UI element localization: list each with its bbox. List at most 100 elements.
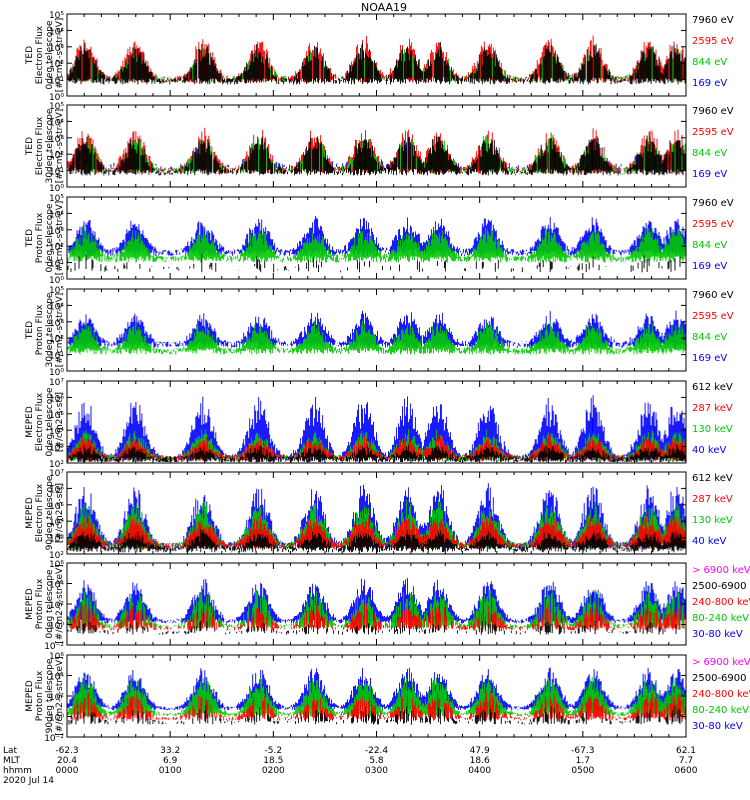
panel-2-legend-entry: 2595 eV xyxy=(692,127,734,138)
panel-8-ytick-label: 10⁶ xyxy=(49,652,64,662)
ephemeris-row-label: MLT xyxy=(3,756,21,766)
panel-6-ytick-label: 10⁵ xyxy=(49,502,64,512)
panel-3-ytick-label: 10⁰ xyxy=(49,276,64,286)
ephemeris-lat-value: -67.3 xyxy=(571,746,594,756)
panel-4-ytick-label: 10⁵ xyxy=(49,286,64,296)
panel-6-ytick-label: 10⁴ xyxy=(49,518,64,528)
panel-8-legend-entry: 80-240 keV xyxy=(692,705,749,716)
panel-5-legend-entry: 40 keV xyxy=(692,445,726,456)
panel-2-ytick-label: 10¹ xyxy=(49,168,64,178)
ephemeris-hhmm-value: 0100 xyxy=(159,766,182,776)
panel-6-ytick-label: 10³ xyxy=(49,535,64,545)
panel-8-legend-entry: > 6900 keV xyxy=(692,657,750,668)
panel-1-legend-entry: 844 eV xyxy=(692,57,727,68)
panel-3-ylabel-line: Proton Flux xyxy=(35,212,45,263)
panel-6-ylabel: MEPED Electron Flux 90deg telescope [#/cm2-… xyxy=(25,475,65,550)
panel-8-ylabel-line: 90deg telescope xyxy=(45,658,55,733)
panel-6-ylabel-line: Electron Flux xyxy=(35,483,45,542)
panel-6-ylabel-line: 90deg telescope xyxy=(45,475,55,550)
panel-5-ylabel-line: [#/cm2-s-str] xyxy=(55,392,65,452)
ephemeris-hhmm-value: 0400 xyxy=(468,766,491,776)
ephemeris-hhmm-value: 0200 xyxy=(262,766,285,776)
panel-7-ylabel-line: Proton Flux xyxy=(35,578,45,629)
panel-4-ylabel-line: 30deg telescope xyxy=(45,292,55,367)
panel-2-ylabel-line: 30deg telescope xyxy=(45,108,55,183)
panel-1-legend-entry: 169 eV xyxy=(692,78,727,89)
panel-7-ylabel: MEPED Proton Flux 0deg telescope [#/cm2-s-s… xyxy=(25,564,65,643)
panel-7-ylabel-line: 0deg telescope xyxy=(45,569,55,639)
ephemeris-lat-value: -5.2 xyxy=(265,746,283,756)
panel-1-ytick-label: 10¹ xyxy=(49,77,64,87)
panel-6-ylabel-line: MEPED xyxy=(25,497,35,529)
panel-3-ytick-label: 10⁵ xyxy=(49,194,64,204)
panel-5-ylabel-line: Electron Flux xyxy=(35,392,45,451)
panel-2-ytick-label: 10⁴ xyxy=(49,118,64,128)
panel-1-ylabel-line: 0deg telescope xyxy=(45,20,55,90)
panel-5-legend-entry: 612 keV xyxy=(692,382,733,393)
panel-7-ytick-label: 10⁴ xyxy=(49,581,64,591)
ephemeris-mlt-value: 20.4 xyxy=(57,756,77,766)
panel-4-legend-entry: 2595 eV xyxy=(692,311,734,322)
panel-1-ylabel-line: Electron Flux xyxy=(35,25,45,84)
ephemeris-lat-value: 47.9 xyxy=(470,746,490,756)
ephemeris-row-label: Lat xyxy=(3,746,18,756)
panel-7-ytick-label: 10⁶ xyxy=(49,560,64,570)
panel-5-ylabel-line: MEPED xyxy=(25,406,35,438)
panel-4-legend-entry: 844 eV xyxy=(692,332,727,343)
panel-1-ytick-label: 10⁰ xyxy=(49,93,64,103)
panel-2-legend-entry: 7960 eV xyxy=(692,106,734,117)
ephemeris-hhmm-value: 0000 xyxy=(56,766,79,776)
panel-7-legend-entry: 2500-6900 xyxy=(692,581,747,592)
panel-8-ylabel-line: Proton Flux xyxy=(35,670,45,721)
panel-4-ylabel-line: [#/cm2-s-str-eV] xyxy=(55,293,65,368)
panel-6-legend-entry: 612 keV xyxy=(692,473,733,484)
panel-3-ylabel: TED Proton Flux 0deg telescope [#/cm2-s-str… xyxy=(25,201,65,276)
panel-3-ytick-label: 10² xyxy=(49,243,64,253)
panel-1-ytick-label: 10³ xyxy=(49,44,64,54)
panel-3-legend-entry: 2595 eV xyxy=(692,219,734,230)
panel-4-ytick-label: 10³ xyxy=(49,319,64,329)
panel-2-ylabel-line: TED xyxy=(25,137,35,156)
panel-5-ytick-label: 10⁶ xyxy=(49,394,64,404)
panel-4-ytick-label: 10¹ xyxy=(49,352,64,362)
panel-3-ylabel-line: [#/cm2-s-str-eV] xyxy=(55,201,65,276)
ephemeris-mlt-value: 18.5 xyxy=(263,756,283,766)
panel-5-ytick-label: 10⁵ xyxy=(49,411,64,421)
panel-8-legend-entry: 2500-6900 xyxy=(692,673,747,684)
ephemeris-lat-value: -22.4 xyxy=(365,746,389,756)
panel-4-ylabel: TED Proton Flux 30deg telescope [#/cm2-s-st… xyxy=(25,292,65,367)
panel-3-legend-entry: 169 eV xyxy=(692,261,727,272)
panel-1-ytick-label: 10⁵ xyxy=(49,11,64,21)
panel-7-legend-entry: 240-800 keV xyxy=(692,597,750,608)
panel-4-ytick-label: 10⁴ xyxy=(49,302,64,312)
panel-5-legend-entry: 130 keV xyxy=(692,424,733,435)
panel-3-ylabel-line: 0deg telescope xyxy=(45,203,55,273)
panel-4-ylabel-line: TED xyxy=(25,321,35,340)
ephemeris-mlt-value: 7.7 xyxy=(679,756,693,766)
panel-7-ylabel-line: [#/cm2-s-str-keV] xyxy=(55,564,65,643)
panel-5-ytick-label: 10⁷ xyxy=(49,378,64,388)
ephemeris-hhmm-value: 0500 xyxy=(571,766,594,776)
panel-8-ytick-label: 10⁰ xyxy=(49,714,64,724)
panel-7-legend-entry: 30-80 keV xyxy=(692,629,743,640)
panel-7-legend-entry: 80-240 keV xyxy=(692,613,749,624)
ephemeris-mlt-value: 1.7 xyxy=(576,756,590,766)
panel-4-legend-entry: 169 eV xyxy=(692,353,727,364)
panel-4-ylabel-line: Proton Flux xyxy=(35,304,45,355)
panel-8-ylabel: MEPED Proton Flux 90deg telescope [#/cm2-s-… xyxy=(25,656,65,735)
panel-6-legend-entry: 40 keV xyxy=(692,536,726,547)
panel-8-ylabel-line: MEPED xyxy=(25,680,35,712)
panel-2-legend-entry: 169 eV xyxy=(692,169,727,180)
panel-5-ytick-label: 10³ xyxy=(49,444,64,454)
panel-1-legend-entry: 7960 eV xyxy=(692,15,734,26)
ephemeris-mlt-value: 6.9 xyxy=(163,756,178,766)
